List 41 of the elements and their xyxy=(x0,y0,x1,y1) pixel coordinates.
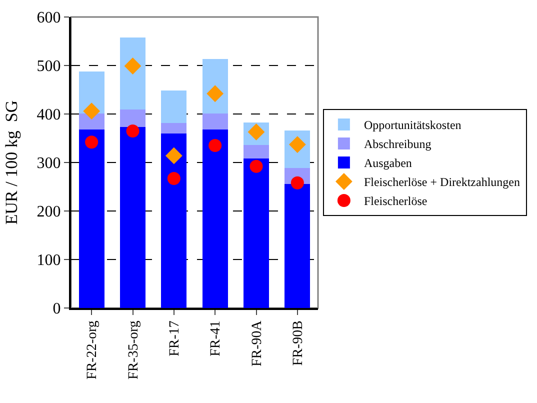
legend-label: Opportunitätskosten xyxy=(364,118,462,132)
bar xyxy=(161,123,187,134)
bar xyxy=(202,130,228,308)
bar xyxy=(284,184,310,308)
y-tick-label: 200 xyxy=(36,204,61,221)
point xyxy=(83,102,100,120)
point xyxy=(165,147,182,164)
point xyxy=(124,58,142,74)
bar xyxy=(120,127,146,308)
y-tick-label: 600 xyxy=(36,10,61,27)
point xyxy=(250,160,263,173)
point xyxy=(85,136,98,149)
point xyxy=(167,172,180,186)
bar xyxy=(202,114,228,130)
bar xyxy=(161,90,187,124)
point xyxy=(208,139,222,152)
y-tick-label: 400 xyxy=(36,106,61,124)
legend-label: Abschreibung xyxy=(364,137,432,152)
legend-label: Ausgaben xyxy=(364,156,412,170)
point xyxy=(126,124,140,138)
bar xyxy=(120,110,146,128)
y-tick-label: 100 xyxy=(36,252,61,270)
bar xyxy=(78,71,104,114)
x-tick-label: FR-41 xyxy=(208,320,224,356)
bar xyxy=(78,114,104,130)
bar xyxy=(243,145,270,159)
y-tick-label: 500 xyxy=(36,58,61,76)
x-tick-label: FR-90B xyxy=(290,320,306,366)
bar xyxy=(243,158,270,308)
x-tick-label: FR-22-org xyxy=(85,320,100,380)
y-axis-title: EUR / 100 kg SG xyxy=(2,100,21,225)
x-tick-label: FR-90A xyxy=(250,320,265,367)
legend-label: Fleischerlöse xyxy=(364,194,428,208)
x-tick-label: FR-17 xyxy=(167,320,182,356)
x-tick-label: FR-35-org xyxy=(126,320,142,380)
y-tick-label: 0 xyxy=(52,300,61,318)
legend-label: Fleischerlöse + Direktzahlungen xyxy=(364,175,520,190)
bar xyxy=(161,133,187,308)
bar xyxy=(78,130,104,308)
bar xyxy=(120,37,146,110)
y-tick-label: 300 xyxy=(36,155,61,172)
